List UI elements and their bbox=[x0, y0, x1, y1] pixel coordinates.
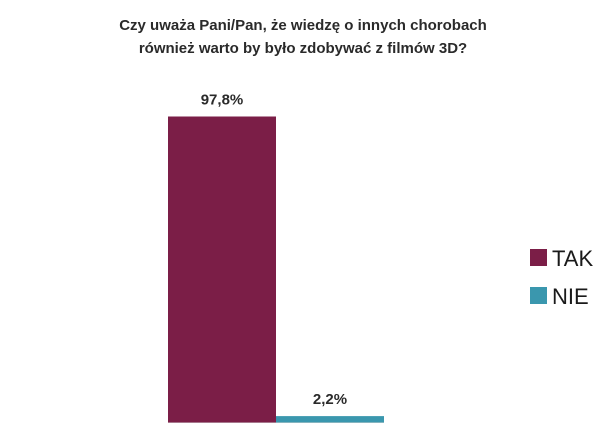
chart-title-line-2: również warto by było zdobywać z filmów … bbox=[139, 40, 467, 57]
legend-swatch-nie bbox=[530, 287, 547, 304]
bar-nie bbox=[276, 416, 384, 423]
bar-group bbox=[168, 116, 384, 423]
legend-label-tak: TAK bbox=[552, 246, 593, 271]
chart-title-line-1: Czy uważa Pani/Pan, że wiedzę o innych c… bbox=[119, 17, 487, 34]
legend-label-nie: NIE bbox=[552, 284, 589, 309]
bar-tak bbox=[168, 116, 276, 423]
data-label-nie: 2,2% bbox=[313, 391, 347, 408]
legend-swatch-tak bbox=[530, 249, 547, 266]
data-label-tak: 97,8% bbox=[201, 92, 244, 109]
data-label-group: 97,8% 2,2% bbox=[201, 92, 347, 409]
legend: TAK NIE bbox=[530, 246, 593, 309]
